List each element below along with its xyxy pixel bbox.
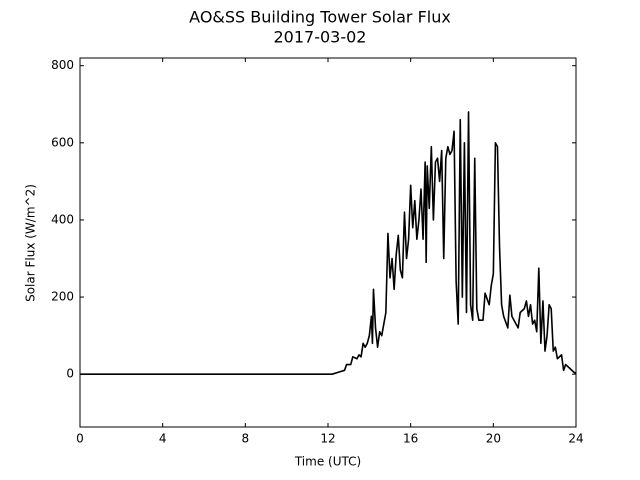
x-tick-label: 0 <box>76 432 84 446</box>
chart-subtitle: 2017-03-02 <box>274 28 367 47</box>
x-tick-label: 16 <box>403 432 418 446</box>
data-line <box>80 111 577 375</box>
x-tick-label: 24 <box>568 432 583 446</box>
x-tick-label: 12 <box>320 432 335 446</box>
y-tick-label: 0 <box>66 367 74 381</box>
y-tick-label: 400 <box>51 212 74 226</box>
y-tick-label: 200 <box>51 290 74 304</box>
axes-frame <box>79 57 577 428</box>
y-tick-label: 800 <box>51 58 74 72</box>
x-tick-label: 4 <box>159 432 167 446</box>
x-axis-label: Time (UTC) <box>294 455 361 469</box>
y-tick-label: 600 <box>51 135 74 149</box>
x-tick-label: 20 <box>486 432 501 446</box>
chart-title: AO&SS Building Tower Solar Flux <box>189 8 451 27</box>
x-tick-label: 8 <box>242 432 250 446</box>
y-axis-label: Solar Flux (W/m^2) <box>24 184 38 302</box>
